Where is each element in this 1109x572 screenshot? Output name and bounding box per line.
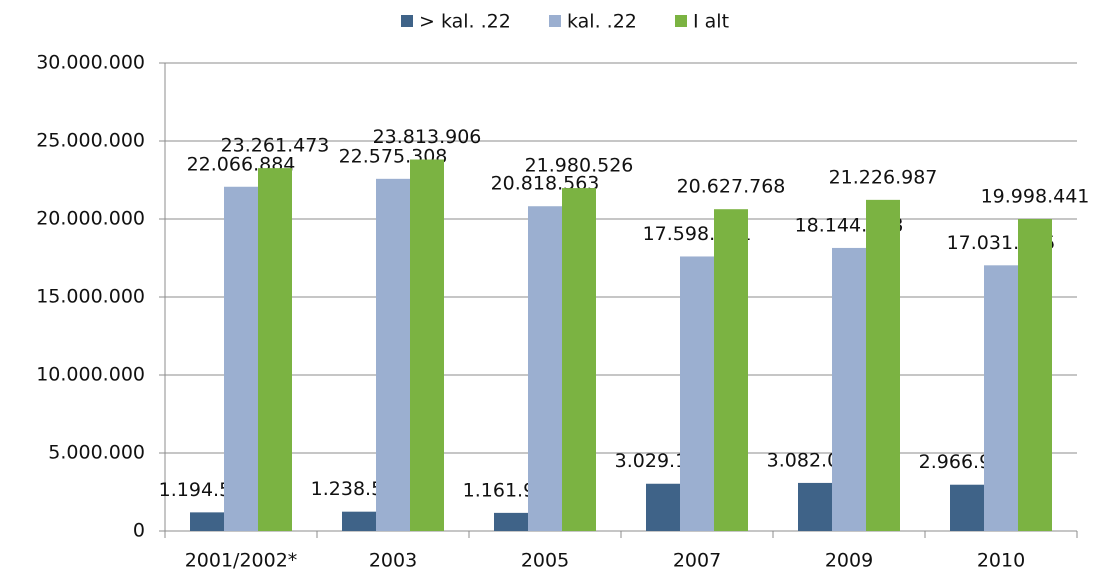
- bar: [680, 256, 714, 531]
- value-label: 19.998.441: [981, 186, 1090, 208]
- x-tick-label: 2001/2002*: [185, 550, 298, 572]
- x-tick-label: 2010: [977, 550, 1025, 572]
- y-tick-label: 15.000.000: [36, 286, 145, 308]
- bar: [832, 247, 866, 531]
- y-tick-label: 20.000.000: [36, 208, 145, 230]
- legend-swatch: [401, 15, 413, 27]
- bar: [866, 199, 900, 531]
- bar: [950, 484, 984, 531]
- value-label: 21.980.526: [525, 155, 634, 177]
- bar: [798, 482, 832, 531]
- bar: [528, 206, 562, 532]
- y-tick-label: 25.000.000: [36, 130, 145, 152]
- legend-label: I alt: [693, 11, 729, 33]
- value-label: 20.627.768: [677, 176, 786, 198]
- bar: [224, 186, 258, 532]
- bar: [342, 511, 376, 531]
- legend-swatch: [549, 15, 561, 27]
- y-tick-label: 5.000.000: [48, 442, 145, 464]
- y-tick-label: 0: [133, 520, 145, 542]
- x-tick-label: 2007: [673, 550, 721, 572]
- bar: [646, 483, 680, 531]
- bar: [258, 168, 292, 531]
- value-label: 23.261.473: [221, 135, 330, 157]
- legend-swatch: [675, 15, 687, 27]
- value-label: 23.813.906: [373, 126, 482, 148]
- bar: [714, 209, 748, 531]
- x-tick-label: 2005: [521, 550, 569, 572]
- y-tick-label: 30.000.000: [36, 52, 145, 74]
- bar: [494, 512, 528, 531]
- legend-label: > kal. .22: [419, 11, 511, 33]
- bar: [562, 188, 596, 531]
- bar: [1018, 219, 1052, 531]
- x-tick-label: 2009: [825, 550, 873, 572]
- value-label: 21.226.987: [829, 166, 938, 188]
- bar: [984, 265, 1018, 531]
- bar: [410, 159, 444, 532]
- y-tick-label: 10.000.000: [36, 364, 145, 386]
- bar: [190, 512, 224, 531]
- legend-label: kal. .22: [567, 11, 637, 33]
- x-tick-label: 2003: [369, 550, 417, 572]
- bar: [376, 178, 410, 531]
